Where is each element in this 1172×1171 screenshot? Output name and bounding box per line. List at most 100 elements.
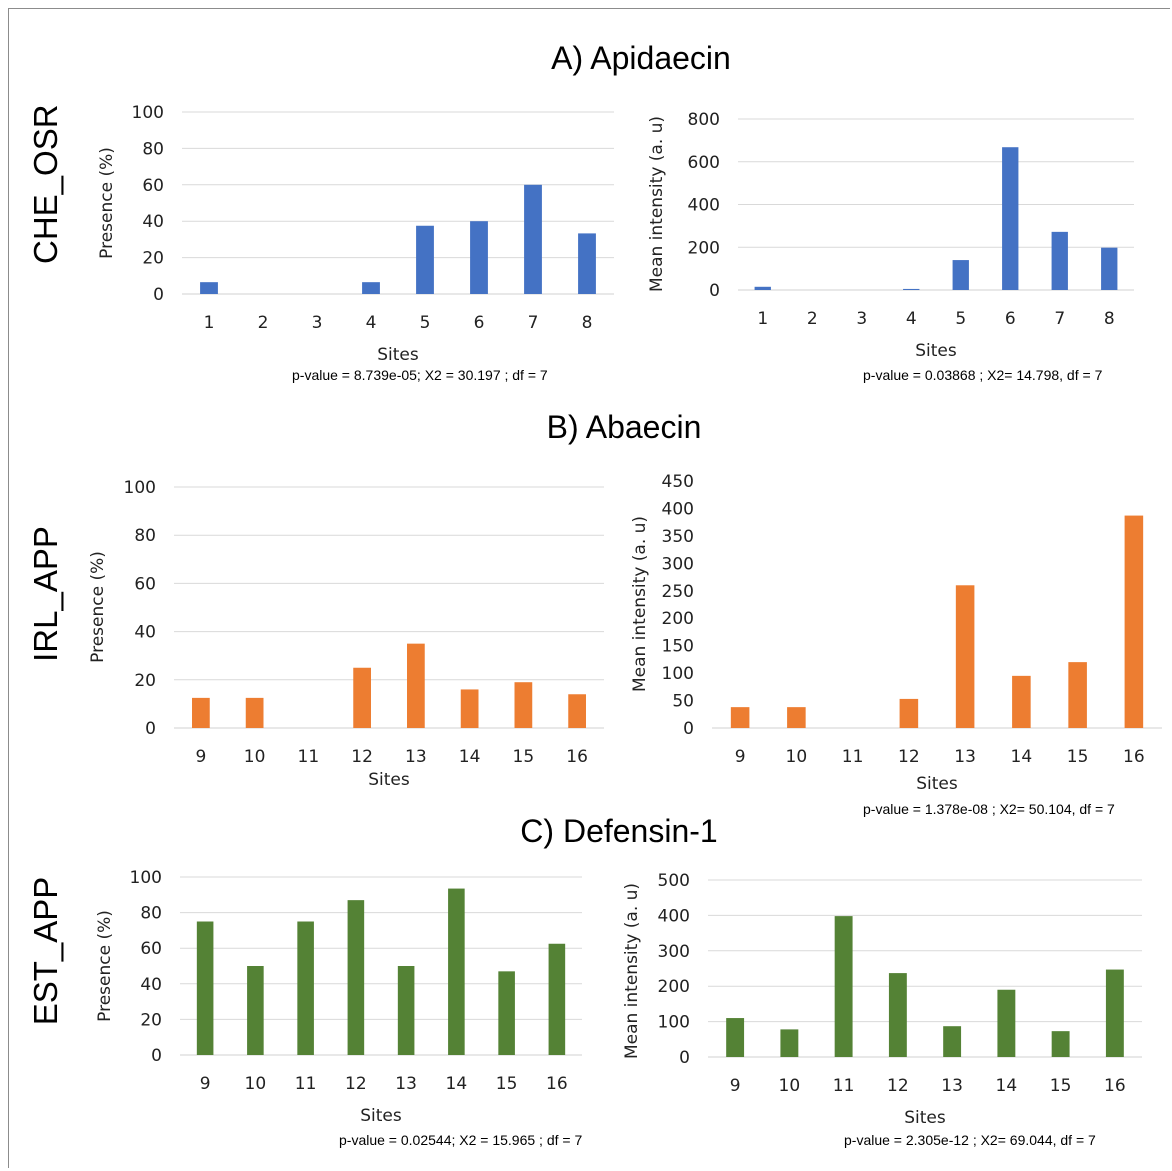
y-tick-label: 80 xyxy=(140,904,162,924)
y-tick-label: 40 xyxy=(142,212,164,232)
x-tick-label: 11 xyxy=(298,747,320,767)
x-tick-label: 6 xyxy=(474,313,485,333)
x-tick-label: 15 xyxy=(496,1074,518,1094)
x-tick-label: 5 xyxy=(955,309,966,329)
x-tick-label: 2 xyxy=(258,313,269,333)
bar xyxy=(997,989,1016,1057)
y-tick-label: 50 xyxy=(672,692,694,712)
y-tick-label: 800 xyxy=(688,110,720,130)
bar xyxy=(362,282,380,294)
x-tick-label: 8 xyxy=(582,313,593,333)
x-tick-label: 10 xyxy=(245,1074,267,1094)
x-tick-label: 12 xyxy=(345,1074,367,1094)
y-tick-label: 0 xyxy=(151,1046,162,1066)
y-tick-label: 40 xyxy=(134,623,156,643)
x-tick-label: 3 xyxy=(312,313,323,333)
bar xyxy=(888,973,907,1057)
y-tick-label: 450 xyxy=(662,472,694,492)
bar xyxy=(548,943,566,1055)
x-tick-label: 10 xyxy=(244,747,266,767)
x-tick-label: 5 xyxy=(420,313,431,333)
bar xyxy=(899,698,919,728)
x-tick-label: 13 xyxy=(405,747,427,767)
y-tick-label: 20 xyxy=(134,671,156,691)
bar xyxy=(1002,147,1019,290)
x-tick-label: 14 xyxy=(996,1076,1018,1096)
x-tick-label: 14 xyxy=(1011,747,1033,767)
x-tick-label: 7 xyxy=(528,313,539,333)
y-tick-label: 80 xyxy=(142,139,164,159)
y-tick-label: 400 xyxy=(658,906,690,926)
x-tick-label: 14 xyxy=(446,1074,468,1094)
x-tick-label: 15 xyxy=(1067,747,1089,767)
x-tick-label: 16 xyxy=(1104,1076,1126,1096)
x-tick-label: 12 xyxy=(887,1076,909,1096)
y-tick-label: 60 xyxy=(134,574,156,594)
x-tick-label: 13 xyxy=(395,1074,417,1094)
bar xyxy=(1105,969,1124,1057)
x-axis-title: Sites xyxy=(360,1106,402,1126)
bar xyxy=(955,585,975,728)
x-tick-label: 16 xyxy=(1123,747,1145,767)
y-axis-title: Presence (%) xyxy=(97,147,117,259)
y-tick-label: 100 xyxy=(132,103,164,123)
x-tick-label: 12 xyxy=(351,747,373,767)
bar xyxy=(578,233,596,294)
bar xyxy=(903,288,920,290)
x-tick-label: 16 xyxy=(566,747,588,767)
figure-frame xyxy=(8,8,1170,1168)
bar xyxy=(726,1018,745,1057)
y-tick-label: 600 xyxy=(688,153,720,173)
x-tick-label: 13 xyxy=(954,747,976,767)
y-tick-label: 0 xyxy=(683,719,694,739)
y-tick-label: 200 xyxy=(662,609,694,629)
y-tick-label: 200 xyxy=(688,238,720,258)
y-tick-label: 400 xyxy=(688,196,720,216)
x-tick-label: 14 xyxy=(459,747,481,767)
bar xyxy=(448,888,465,1055)
x-tick-label: 4 xyxy=(906,309,917,329)
x-tick-label: 6 xyxy=(1005,309,1016,329)
y-tick-label: 250 xyxy=(662,582,694,602)
bar xyxy=(834,916,853,1057)
bar xyxy=(1068,662,1087,728)
x-tick-label: 1 xyxy=(757,309,768,329)
y-tick-label: 100 xyxy=(662,664,694,684)
y-tick-label: 100 xyxy=(658,1013,690,1033)
bar xyxy=(1124,515,1144,728)
y-tick-label: 0 xyxy=(145,719,156,739)
x-axis-title: Sites xyxy=(916,774,958,794)
bar xyxy=(498,971,515,1055)
x-tick-label: 1 xyxy=(204,313,215,333)
x-tick-label: 9 xyxy=(735,747,746,767)
bar xyxy=(192,697,210,728)
bar xyxy=(780,1029,799,1057)
bar xyxy=(1051,231,1068,290)
bar xyxy=(1051,1031,1070,1057)
y-tick-label: 100 xyxy=(124,478,156,498)
bar xyxy=(943,1026,962,1057)
y-tick-label: 200 xyxy=(658,977,690,997)
y-tick-label: 0 xyxy=(153,285,164,305)
bar xyxy=(1101,247,1118,290)
y-axis-title: Presence (%) xyxy=(95,910,115,1022)
y-tick-label: 150 xyxy=(662,637,694,657)
bar xyxy=(1012,675,1031,728)
stat-note-c-left: p-value = 0.02544; X2 = 15.965 ; df = 7 xyxy=(339,1132,583,1148)
x-tick-label: 10 xyxy=(786,747,808,767)
stat-note-b-right: p-value = 1.378e-08 ; X2= 50.104, df = 7 xyxy=(863,801,1115,817)
panel-title-b: B) Abaecin xyxy=(546,409,702,445)
y-tick-label: 100 xyxy=(130,868,162,888)
y-axis-title: Mean intensity (a. u) xyxy=(622,883,642,1059)
x-axis-title: Sites xyxy=(915,341,957,361)
bar xyxy=(787,707,806,728)
bar xyxy=(524,184,542,294)
x-tick-label: 4 xyxy=(366,313,377,333)
x-tick-label: 8 xyxy=(1104,309,1115,329)
bar xyxy=(297,921,314,1055)
x-tick-label: 3 xyxy=(856,309,867,329)
x-tick-label: 16 xyxy=(546,1074,568,1094)
bar xyxy=(460,689,479,728)
x-tick-label: 12 xyxy=(898,747,920,767)
